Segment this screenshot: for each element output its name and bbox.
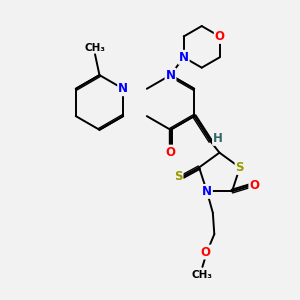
Text: O: O	[215, 30, 225, 43]
Text: O: O	[249, 179, 259, 192]
Text: H: H	[213, 132, 223, 145]
Text: O: O	[166, 146, 176, 159]
Text: N: N	[202, 185, 212, 198]
Text: N: N	[166, 69, 176, 82]
Text: CH₃: CH₃	[85, 43, 106, 53]
Text: S: S	[236, 161, 244, 174]
Text: N: N	[118, 82, 128, 95]
Text: CH₃: CH₃	[192, 270, 213, 280]
Text: N: N	[179, 51, 189, 64]
Text: O: O	[200, 245, 210, 259]
Text: S: S	[174, 170, 183, 183]
